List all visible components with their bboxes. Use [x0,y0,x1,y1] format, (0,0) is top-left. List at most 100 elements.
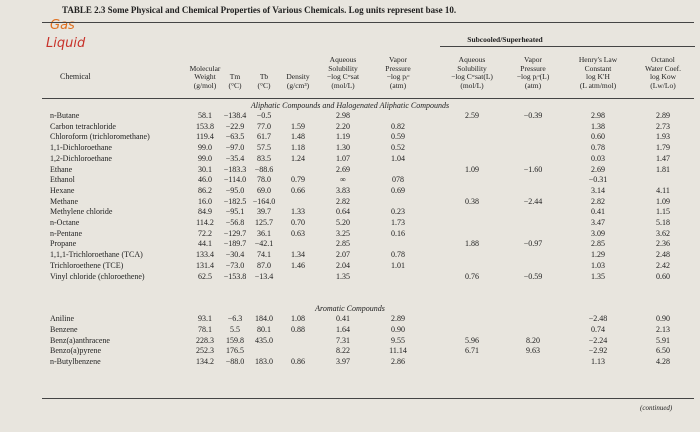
cell-value: 36.1 [257,228,271,238]
cell-value: 2.20 [336,121,350,131]
cell-value: 0.63 [291,228,305,238]
cell-value: 2.82 [591,196,605,206]
cell-value: 80.1 [257,324,271,334]
column-header: Water Coef. [644,63,682,73]
cell-value: −0.39 [523,111,543,120]
cell-value: 1.15 [656,207,670,217]
handwritten-note: Gas [50,18,75,33]
cell-value: −63.5 [225,132,245,142]
cell-value: 1.35 [591,271,605,281]
cell-value: 1.33 [291,207,305,217]
cell-value: 2.48 [656,250,670,260]
cell-value: 5.20 [336,218,350,227]
chemical-name: 1,1-Dichloroethane [50,143,112,153]
chemical-name: Hexane [50,185,75,195]
cell-value: −2.44 [523,196,543,206]
cell-value: −95.1 [225,207,245,217]
cell-value: 1.24 [291,153,305,163]
cell-value: −129.7 [223,228,247,238]
cell-value: 0.78 [391,250,405,260]
cell-value: 0.86 [291,357,305,366]
rule [42,98,694,99]
cell-value: −0.59 [523,271,543,281]
chemical-name: Vinyl chloride (chloroethene) [50,271,145,281]
cell-value: −164.0 [252,196,276,206]
cell-value: 1.59 [291,121,305,131]
column-header: (g/cm³) [286,80,310,90]
cell-value: 1.30 [336,143,350,153]
cell-value: 0.79 [291,175,305,185]
cell-value: 78.0 [257,175,271,185]
chemical-name: Ethanol [50,175,75,185]
cell-value: ∞ [340,175,346,185]
cell-value: 86.2 [198,185,212,195]
cell-value: 1.07 [336,153,350,163]
cell-value: 16.0 [198,196,212,206]
cell-value: −0.97 [523,239,543,249]
cell-value: −88.6 [254,164,274,174]
cell-value: 3.97 [336,357,350,366]
cell-value: 0.76 [465,271,479,281]
cell-value: 1.64 [336,324,350,334]
cell-value: 0.38 [465,196,479,206]
column-header: Tb [259,72,269,81]
cell-value: −0.31 [588,175,608,185]
chemical-name: Chloroform (trichloromethane) [50,132,150,142]
section-heading: Aromatic Compounds [315,304,385,314]
rule [42,398,694,399]
cell-value: 11.14 [389,346,407,356]
cell-value: −2.48 [588,314,608,324]
cell-value: 435.0 [255,335,273,345]
cell-value: 2.69 [591,164,605,174]
cell-value: 2.42 [656,260,670,270]
chemical-name: Methane [50,196,78,206]
cell-value: 119.4 [196,132,214,142]
cell-value: 1.88 [465,239,479,249]
cell-value: 1.19 [336,132,350,142]
cell-value: 1.79 [656,143,670,153]
cell-value: 1.01 [391,260,405,270]
cell-value: 0.70 [291,218,305,227]
cell-value: 58.1 [198,111,212,120]
cell-value: 0.78 [591,143,605,153]
cell-value: 8.20 [526,335,540,345]
cell-value: 1.47 [656,153,670,163]
cell-value: 1.04 [391,153,405,163]
cell-value: 183.0 [255,357,273,366]
cell-value: −13.4 [254,271,274,281]
handwritten-note: Liquid [46,36,86,51]
cell-value: 184.0 [255,314,273,324]
cell-value: 99.0 [198,153,212,163]
cell-value: 9.63 [526,346,540,356]
cell-value: −153.8 [223,271,247,281]
chemical-name: Trichloroethene (TCE) [50,260,124,270]
column-header: Tm [229,72,241,81]
cell-value: 2.85 [591,239,605,249]
cell-value: −1.60 [523,164,543,174]
column-header: Solubility [457,63,487,73]
cell-value: 1.13 [591,357,605,366]
cell-value: 2.04 [336,260,350,270]
cell-value: −183.3 [223,164,247,174]
cell-value: 2.85 [336,239,350,249]
column-header: (mol/L) [331,80,355,90]
cell-value: 153.8 [196,121,214,131]
cell-value: 77.0 [257,121,271,131]
cell-value: 0.88 [291,324,305,334]
cell-value: 1.09 [656,196,670,206]
cell-value: 4.11 [656,185,670,195]
cell-value: 134.2 [196,357,214,366]
cell-value: 0.60 [656,271,670,281]
cell-value: 5.18 [656,218,670,227]
column-header: Aqueous [329,55,357,64]
cell-value: −182.5 [223,196,247,206]
cell-value: −6.3 [227,314,243,324]
column-header: Weight [194,72,216,81]
chemical-name: 1,2-Dichloroethane [50,153,112,163]
column-header: Pressure [385,63,411,73]
column-header: Molecular [189,63,221,73]
cell-value: 69.0 [257,185,271,195]
column-header: −log pᵢᵒ(L) [516,72,550,81]
cell-value: 0.52 [391,143,405,153]
column-header: (atm) [389,80,407,90]
